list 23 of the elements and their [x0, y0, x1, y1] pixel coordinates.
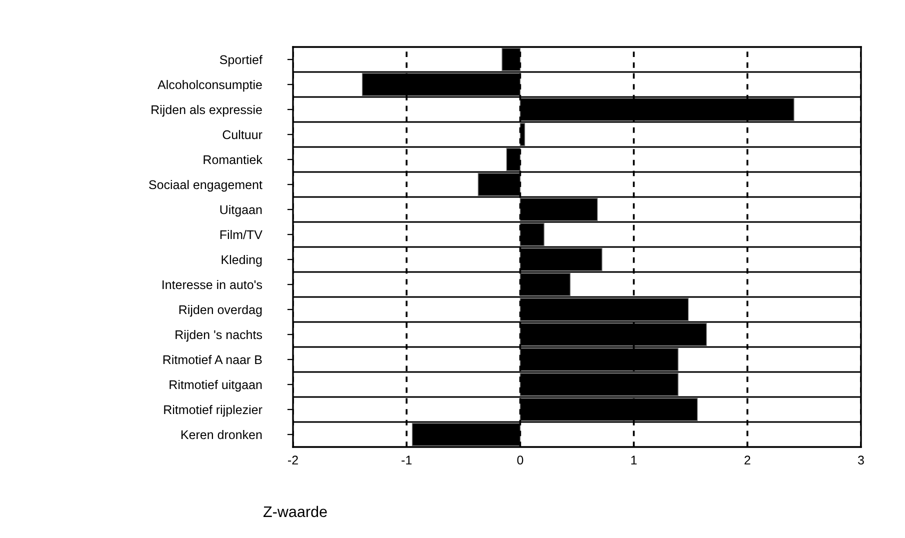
y-tick-label: Sociaal engagement [149, 180, 262, 192]
y-tick-label: Ritmotief rijplezier [164, 404, 262, 417]
y-tick-label: Uitgaan [220, 204, 262, 217]
x-tick-label: 3 [858, 456, 864, 465]
y-tick-label: Ritmotief uitgaan [170, 380, 262, 392]
y-tick-label: Keren dronken [181, 430, 262, 440]
x-tick-label: -1 [402, 456, 412, 464]
y-tick-label: Sportief [220, 54, 262, 67]
y-tick-label: Interesse in auto's [162, 280, 262, 290]
y-tick-label: Ritmotief A naar B [163, 354, 262, 364]
y-tick-label: Film/TV [220, 230, 262, 240]
x-tick-label: -2 [288, 456, 298, 464]
x-tick-label: 1 [631, 456, 637, 464]
x-tick-label: 0 [517, 456, 524, 465]
x-axis-title: Z-waarde [263, 506, 327, 518]
y-tick-label: Alcoholconsumptie [158, 80, 262, 92]
x-tick-label: 2 [744, 456, 750, 464]
y-tick-label: Cultuur [222, 130, 262, 140]
y-tick-label: Kleding [222, 254, 262, 267]
y-tick-label: Rijden als expressie [152, 104, 262, 117]
y-tick-label: Romantiek [204, 154, 262, 164]
y-tick-label: Rijden 's nachts [176, 330, 262, 342]
y-tick-label: Rijden overdag [179, 304, 262, 317]
